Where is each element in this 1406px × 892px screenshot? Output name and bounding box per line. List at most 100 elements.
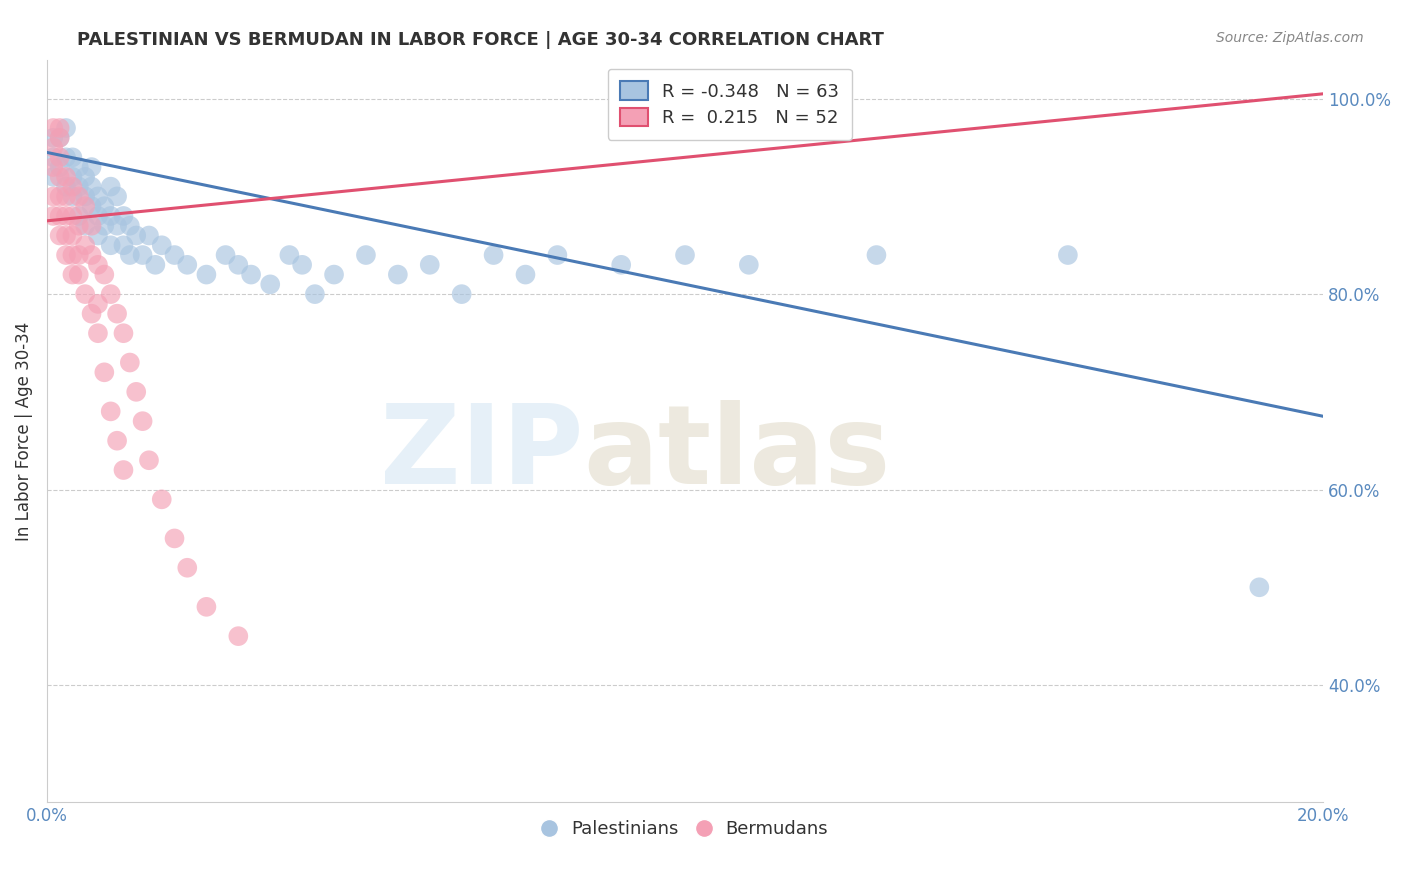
Point — [42, 160, 65, 174]
Point — [62, 179, 84, 194]
Point — [80, 219, 103, 233]
Point — [42, 121, 65, 136]
Point — [48, 228, 70, 243]
Point — [228, 258, 250, 272]
Point — [75, 238, 97, 252]
Point — [673, 248, 696, 262]
Point — [42, 140, 65, 154]
Point — [42, 150, 65, 164]
Point — [738, 258, 761, 272]
Point — [323, 268, 346, 282]
Point — [112, 238, 135, 252]
Point — [93, 219, 115, 233]
Point — [291, 258, 314, 272]
Point — [176, 560, 198, 574]
Point — [1057, 248, 1080, 262]
Point — [865, 248, 887, 262]
Point — [145, 258, 167, 272]
Point — [62, 209, 84, 223]
Point — [55, 248, 77, 262]
Point — [482, 248, 505, 262]
Point — [80, 199, 103, 213]
Point — [1249, 580, 1271, 594]
Point — [55, 179, 77, 194]
Point — [62, 248, 84, 262]
Point — [75, 219, 97, 233]
Point — [118, 248, 141, 262]
Point — [150, 492, 173, 507]
Point — [67, 268, 90, 282]
Point — [55, 228, 77, 243]
Point — [75, 199, 97, 213]
Point — [80, 307, 103, 321]
Point — [131, 248, 153, 262]
Point — [48, 150, 70, 164]
Point — [105, 189, 128, 203]
Point — [48, 169, 70, 184]
Point — [48, 130, 70, 145]
Point — [118, 219, 141, 233]
Point — [93, 365, 115, 379]
Point — [62, 189, 84, 203]
Point — [100, 238, 122, 252]
Point — [62, 268, 84, 282]
Point — [105, 307, 128, 321]
Text: Source: ZipAtlas.com: Source: ZipAtlas.com — [1216, 31, 1364, 45]
Point — [67, 209, 90, 223]
Point — [163, 248, 186, 262]
Point — [62, 228, 84, 243]
Point — [112, 209, 135, 223]
Point — [55, 209, 77, 223]
Point — [546, 248, 568, 262]
Point — [80, 160, 103, 174]
Point — [228, 629, 250, 643]
Point — [80, 248, 103, 262]
Text: PALESTINIAN VS BERMUDAN IN LABOR FORCE | AGE 30-34 CORRELATION CHART: PALESTINIAN VS BERMUDAN IN LABOR FORCE |… — [77, 31, 884, 49]
Point — [118, 355, 141, 369]
Point — [67, 189, 90, 203]
Point — [138, 228, 160, 243]
Point — [48, 209, 70, 223]
Point — [42, 130, 65, 145]
Point — [100, 179, 122, 194]
Point — [387, 268, 409, 282]
Point — [42, 209, 65, 223]
Point — [67, 179, 90, 194]
Point — [62, 169, 84, 184]
Point — [515, 268, 537, 282]
Point — [610, 258, 633, 272]
Point — [112, 326, 135, 341]
Point — [100, 404, 122, 418]
Point — [240, 268, 263, 282]
Point — [259, 277, 281, 292]
Point — [354, 248, 377, 262]
Point — [105, 219, 128, 233]
Point — [100, 209, 122, 223]
Point — [100, 287, 122, 301]
Point — [75, 287, 97, 301]
Point — [214, 248, 236, 262]
Point — [125, 384, 148, 399]
Point — [67, 160, 90, 174]
Point — [195, 268, 218, 282]
Point — [278, 248, 301, 262]
Point — [93, 199, 115, 213]
Point — [62, 150, 84, 164]
Point — [87, 209, 110, 223]
Point — [67, 219, 90, 233]
Point — [55, 150, 77, 164]
Point — [87, 258, 110, 272]
Point — [131, 414, 153, 428]
Point — [67, 248, 90, 262]
Point — [176, 258, 198, 272]
Y-axis label: In Labor Force | Age 30-34: In Labor Force | Age 30-34 — [15, 321, 32, 541]
Point — [80, 179, 103, 194]
Point — [87, 297, 110, 311]
Point — [48, 130, 70, 145]
Point — [138, 453, 160, 467]
Point — [163, 532, 186, 546]
Legend: Palestinians, Bermudans: Palestinians, Bermudans — [534, 813, 835, 846]
Point — [419, 258, 441, 272]
Point — [42, 189, 65, 203]
Point — [304, 287, 326, 301]
